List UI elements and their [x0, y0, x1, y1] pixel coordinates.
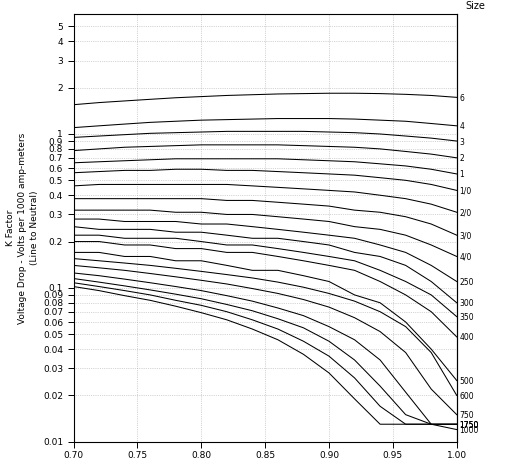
Y-axis label: K Factor
Voltage Drop - Volts per 1000 amp-meters
(Line to Neutral): K Factor Voltage Drop - Volts per 1000 a…: [6, 133, 39, 323]
Text: Size: Size: [465, 1, 485, 11]
